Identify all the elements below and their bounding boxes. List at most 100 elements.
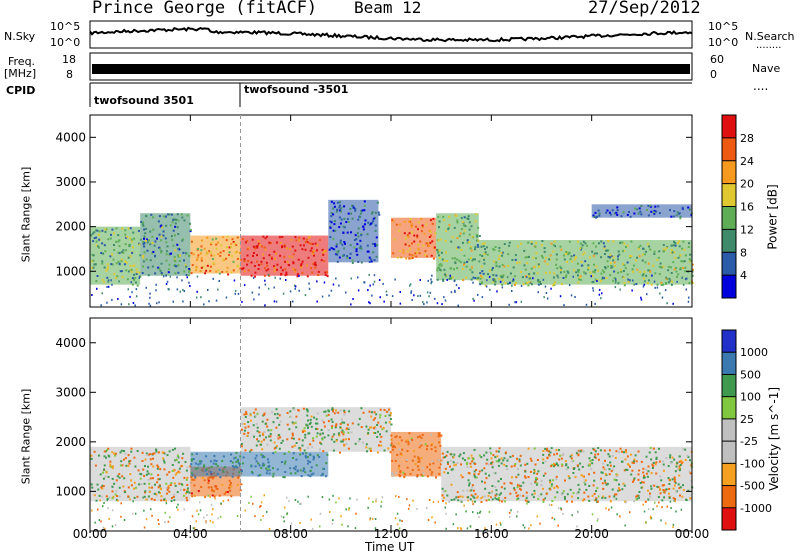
noise-cell	[157, 519, 159, 521]
data-cell	[517, 473, 520, 476]
data-cell	[542, 461, 545, 464]
data-cell	[269, 242, 272, 245]
data-cell	[91, 253, 94, 256]
data-cell	[529, 457, 532, 460]
noise-cell	[209, 519, 212, 522]
data-cell	[390, 423, 393, 426]
noise-cell	[253, 298, 255, 301]
data-cell	[252, 424, 255, 427]
noise-cell	[321, 295, 324, 298]
data-cell	[156, 467, 159, 470]
data-cell	[92, 254, 95, 257]
colorbar-cell	[722, 485, 736, 508]
data-cell	[555, 478, 558, 481]
data-cell	[446, 450, 449, 453]
data-cell	[408, 232, 411, 235]
data-cell	[645, 472, 648, 475]
data-cell	[288, 255, 291, 258]
data-cell	[440, 434, 443, 437]
x-tick-label: 16:00	[474, 527, 509, 541]
data-cell	[555, 253, 558, 256]
noise-cell	[217, 517, 219, 520]
data-cell	[133, 264, 136, 267]
noise-cell	[319, 512, 322, 515]
data-cell	[292, 437, 295, 440]
data-cell	[160, 251, 162, 254]
data-cell	[110, 465, 113, 468]
data-cell	[325, 462, 328, 465]
data-cell	[471, 259, 474, 262]
data-cell	[506, 458, 509, 461]
data-cell	[554, 496, 557, 499]
data-cell	[143, 235, 146, 238]
data-cell	[374, 426, 376, 429]
data-cell	[338, 256, 341, 259]
data-cell	[309, 469, 312, 472]
noise-cell	[292, 300, 294, 303]
data-cell	[343, 241, 346, 243]
data-cell	[529, 470, 532, 473]
data-cell	[304, 248, 307, 251]
data-cell	[484, 472, 487, 475]
data-cell	[309, 421, 312, 424]
data-cell	[650, 487, 653, 490]
data-cell	[466, 239, 469, 242]
noise-cell	[286, 512, 289, 515]
noise-cell	[592, 280, 595, 283]
data-cell	[222, 455, 225, 458]
data-cell	[170, 213, 173, 216]
data-cell	[483, 242, 486, 245]
data-cell	[362, 225, 365, 228]
data-cell	[109, 463, 112, 466]
noise-cell	[551, 516, 553, 519]
data-cell	[542, 487, 544, 490]
data-cell	[483, 262, 486, 265]
data-cell	[516, 262, 519, 264]
data-cell	[635, 498, 638, 501]
noise-cell	[273, 286, 275, 289]
data-cell	[604, 473, 607, 476]
data-cell	[96, 229, 99, 232]
data-cell	[499, 275, 502, 278]
data-cell	[687, 206, 690, 209]
data-cell	[171, 238, 174, 241]
data-cell	[461, 476, 464, 479]
noise-cell	[652, 508, 654, 511]
data-cell	[617, 258, 619, 261]
data-cell	[613, 277, 616, 279]
data-cell	[647, 470, 650, 473]
data-cell	[339, 201, 341, 204]
noise-cell	[332, 283, 335, 286]
data-cell	[120, 260, 123, 263]
data-cell	[307, 426, 309, 429]
data-cell	[379, 440, 382, 443]
data-cell	[292, 407, 295, 410]
data-cell	[200, 259, 203, 262]
data-cell	[385, 430, 388, 433]
data-cell	[94, 263, 97, 266]
data-cell	[670, 280, 673, 283]
data-cell	[111, 228, 114, 231]
data-cell	[669, 209, 671, 212]
data-cell	[535, 241, 538, 244]
data-cell	[485, 477, 488, 480]
data-cell	[291, 245, 294, 248]
data-cell	[498, 277, 501, 280]
data-cell	[462, 279, 465, 281]
data-cell	[186, 490, 189, 493]
data-cell	[600, 477, 602, 480]
noise-cell	[432, 501, 435, 504]
data-cell	[273, 250, 276, 253]
data-cell	[107, 447, 110, 450]
noise-cell	[616, 513, 618, 516]
data-cell	[484, 248, 486, 250]
noise-cell	[198, 501, 201, 504]
noise-cell	[383, 300, 385, 303]
data-cell	[166, 245, 169, 248]
data-cell	[605, 277, 608, 279]
data-cell	[642, 471, 645, 474]
data-cell	[211, 476, 214, 479]
data-cell	[674, 490, 677, 492]
noise-cell	[298, 274, 300, 277]
data-cell	[256, 244, 259, 247]
